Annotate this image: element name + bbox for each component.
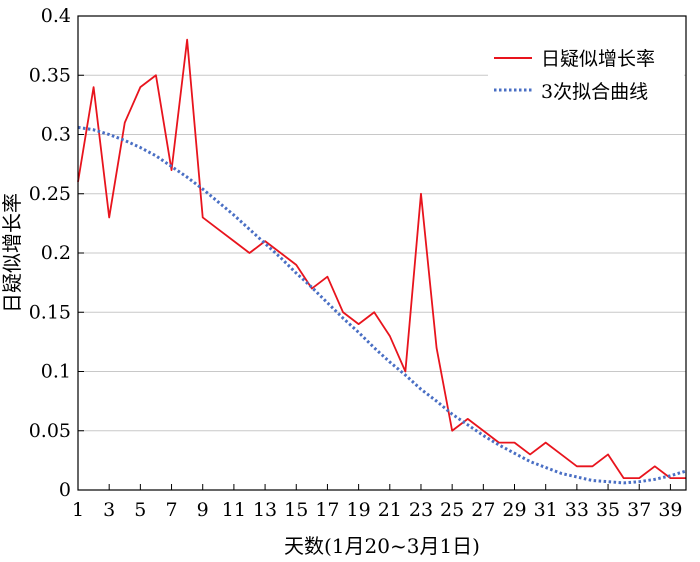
y-tick-label: 0.2: [41, 242, 71, 264]
x-tick-label: 3: [103, 499, 115, 521]
x-tick-label: 19: [347, 499, 371, 521]
x-tick-labels: 1 3 5 7 9 11 13 15 17 19 21 23 25 27 29 31 33 35 37 39: [72, 499, 683, 521]
x-tick-label: 5: [134, 499, 146, 521]
y-tick-label: 0: [59, 479, 71, 501]
x-tick-label: 9: [197, 499, 209, 521]
x-tick-label: 15: [284, 499, 308, 521]
series-group: [77, 38, 687, 485]
series-line-1: [77, 38, 686, 480]
x-axis-title: 天数(1月20~3月1日): [284, 534, 480, 558]
y-tick-label: 0.4: [41, 5, 71, 27]
x-tick-label: 25: [440, 499, 464, 521]
x-tick-label: 31: [534, 499, 558, 521]
series-line-2: [77, 125, 687, 485]
tick-marks: [77, 15, 671, 491]
x-tick-label: 27: [471, 499, 495, 521]
x-tick-label: 29: [502, 499, 526, 521]
y-tick-labels: 0 0.05 0.1 0.15 0.2 0.25 0.3 0.35 0.4: [29, 5, 71, 501]
y-axis-title: 日疑似增长率: [0, 193, 24, 313]
legend-label-series-2: 3次拟合曲线: [541, 81, 648, 103]
legend: 日疑似增长率 3次拟合曲线: [488, 34, 684, 108]
x-tick-label: 33: [565, 499, 589, 521]
y-tick-label: 0.15: [29, 301, 71, 323]
x-tick-label: 21: [378, 499, 402, 521]
x-tick-label: 37: [627, 499, 651, 521]
x-tick-label: 11: [222, 499, 246, 521]
y-tick-label: 0.05: [29, 420, 71, 442]
x-tick-label: 39: [658, 499, 682, 521]
legend-box: [488, 34, 684, 108]
x-tick-label: 17: [315, 499, 339, 521]
y-tick-label: 0.35: [29, 64, 71, 86]
y-tick-label: 0.3: [41, 124, 71, 146]
y-tick-label: 0.1: [41, 361, 71, 383]
legend-label-series-1: 日疑似增长率: [541, 48, 655, 70]
x-tick-label: 13: [253, 499, 277, 521]
x-tick-label: 35: [596, 499, 620, 521]
x-tick-label: 1: [72, 499, 84, 521]
x-tick-label: 7: [165, 499, 177, 521]
y-tick-label: 0.25: [29, 183, 71, 205]
x-tick-label: 23: [409, 499, 433, 521]
